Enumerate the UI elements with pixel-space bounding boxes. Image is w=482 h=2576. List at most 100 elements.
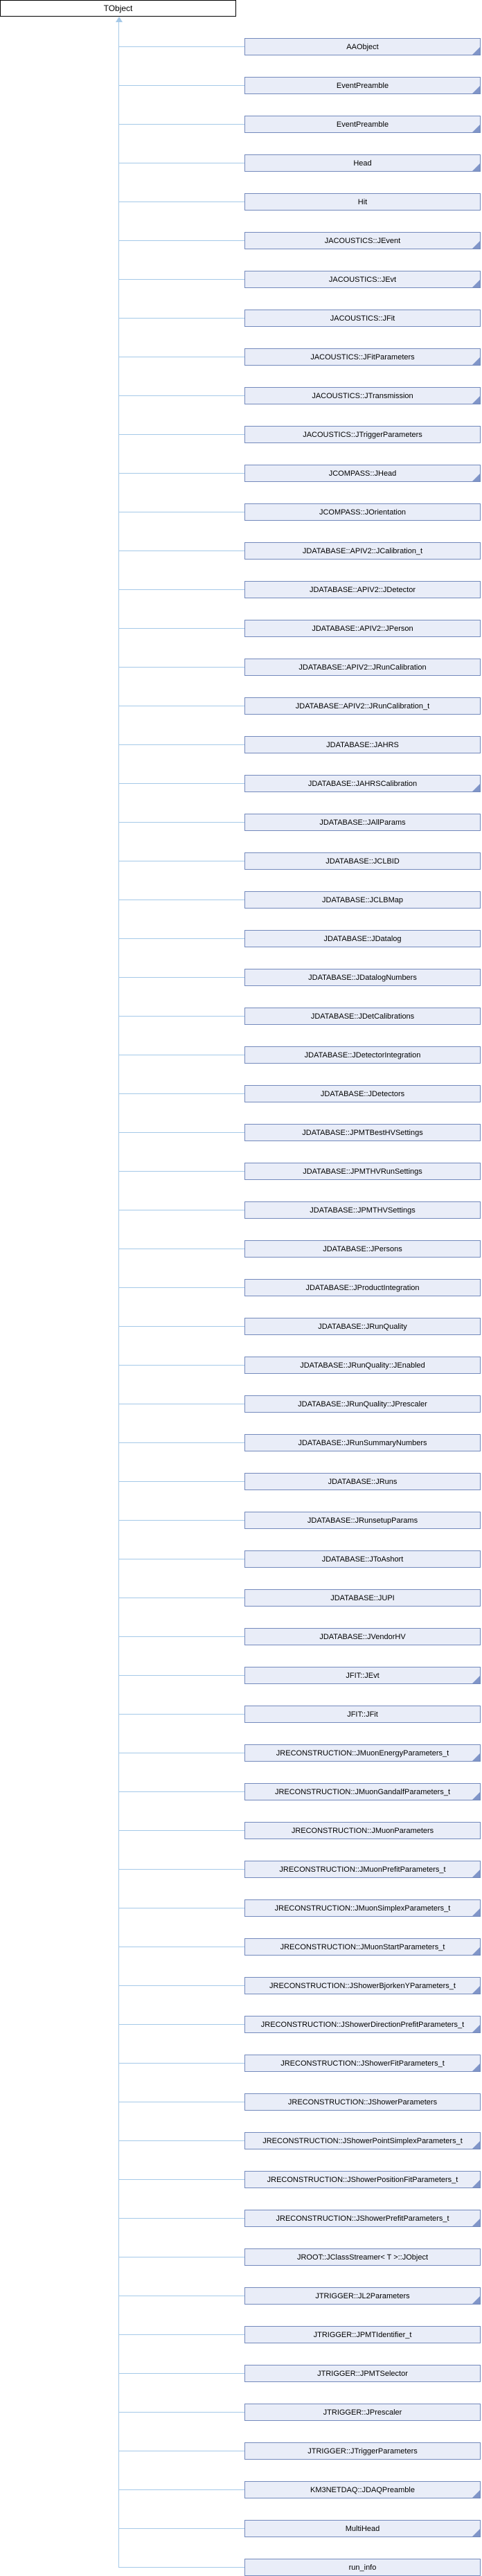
class-node[interactable]: JACOUSTICS::JEvt — [244, 271, 481, 288]
class-node[interactable]: JRECONSTRUCTION::JMuonSimplexParameters_… — [244, 1899, 481, 1917]
class-node[interactable]: run_info — [244, 2559, 481, 2576]
truncation-corner-icon — [472, 1676, 480, 1683]
class-node[interactable]: JACOUSTICS::JEvent — [244, 232, 481, 249]
class-node[interactable]: JDATABASE::JDatalog — [244, 930, 481, 947]
class-node[interactable]: Head — [244, 154, 481, 172]
class-node-label: JDATABASE::JDatalogNumbers — [308, 973, 417, 982]
class-node[interactable]: JTRIGGER::JPMTSelector — [244, 2365, 481, 2382]
class-node[interactable]: JRECONSTRUCTION::JMuonEnergyParameters_t — [244, 1744, 481, 1762]
class-node[interactable]: JDATABASE::JRunsetupParams — [244, 1512, 481, 1529]
class-node-label: JROOT::JClassStreamer< T >::JObject — [296, 2253, 429, 2262]
class-node-label: JDATABASE::JDetCalibrations — [310, 1012, 415, 1021]
class-node[interactable]: JRECONSTRUCTION::JMuonParameters — [244, 1822, 481, 1839]
class-node-label: JDATABASE::JCLBID — [325, 857, 400, 866]
class-node-label: JRECONSTRUCTION::JShowerBjorkenYParamete… — [269, 1981, 456, 1990]
class-node[interactable]: JDATABASE::JDetCalibrations — [244, 1008, 481, 1025]
class-node[interactable]: JDATABASE::JRunQuality::JPrescaler — [244, 1395, 481, 1413]
class-node[interactable]: JRECONSTRUCTION::JShowerPointSimplexPara… — [244, 2132, 481, 2149]
class-node[interactable]: JTRIGGER::JL2Parameters — [244, 2287, 481, 2305]
class-node[interactable]: JTRIGGER::JPMTIdentifier_t — [244, 2326, 481, 2343]
class-node[interactable]: JRECONSTRUCTION::JShowerDirectionPrefitP… — [244, 2016, 481, 2033]
class-node[interactable]: JTRIGGER::JTriggerParameters — [244, 2442, 481, 2460]
class-node[interactable]: JDATABASE::JPersons — [244, 1240, 481, 1258]
class-node[interactable]: JDATABASE::APIV2::JCalibration_t — [244, 542, 481, 560]
connector-line — [119, 2489, 244, 2490]
connector-line — [119, 1520, 244, 1521]
class-node[interactable]: JRECONSTRUCTION::JShowerParameters — [244, 2093, 481, 2111]
class-node[interactable]: JDATABASE::JCLBID — [244, 852, 481, 870]
class-node-label: MultiHead — [345, 2524, 380, 2533]
class-node[interactable]: JDATABASE::JVendorHV — [244, 1628, 481, 1645]
class-node[interactable]: JRECONSTRUCTION::JShowerFitParameters_t — [244, 2055, 481, 2072]
connector-line — [119, 1481, 244, 1482]
class-node-label: JRECONSTRUCTION::JShowerPrefitParameters… — [276, 2214, 449, 2223]
class-node-label: JRECONSTRUCTION::JMuonPrefitParameters_t — [279, 1865, 446, 1874]
class-node[interactable]: JDATABASE::JRunQuality::JEnabled — [244, 1357, 481, 1374]
class-node-label: AAObject — [346, 42, 379, 51]
connector-line — [119, 589, 244, 590]
connector-line — [119, 395, 244, 396]
truncation-corner-icon — [472, 86, 480, 93]
class-node[interactable]: EventPreamble — [244, 77, 481, 94]
connector-line — [119, 2373, 244, 2374]
class-node[interactable]: JCOMPASS::JHead — [244, 465, 481, 482]
class-node[interactable]: JROOT::JClassStreamer< T >::JObject — [244, 2248, 481, 2266]
connector-line — [119, 1365, 244, 1366]
class-node-label: JDATABASE::JRunQuality — [318, 1322, 407, 1331]
class-node-label: JRECONSTRUCTION::JShowerFitParameters_t — [280, 2059, 445, 2068]
class-node[interactable]: JDATABASE::JCLBMap — [244, 891, 481, 909]
class-node[interactable]: JDATABASE::JPMTHVSettings — [244, 1201, 481, 1219]
class-node[interactable]: JDATABASE::JUPI — [244, 1589, 481, 1607]
class-node-label: JRECONSTRUCTION::JMuonParameters — [291, 1826, 434, 1835]
class-node-label: JDATABASE::APIV2::JRunCalibration_t — [295, 701, 430, 710]
connector-line — [119, 938, 244, 939]
class-node[interactable]: JFIT::JEvt — [244, 1667, 481, 1684]
class-node[interactable]: Hit — [244, 193, 481, 211]
class-node[interactable]: JDATABASE::JDetectorIntegration — [244, 1046, 481, 1064]
truncation-corner-icon — [472, 474, 480, 481]
class-node[interactable]: JRECONSTRUCTION::JShowerPositionFitParam… — [244, 2171, 481, 2188]
class-node-label: JDATABASE::JRunQuality::JPrescaler — [298, 1399, 427, 1408]
root-class-node[interactable]: TObject — [0, 0, 236, 17]
class-node[interactable]: JRECONSTRUCTION::JMuonGandalfParameters_… — [244, 1783, 481, 1800]
class-node-label: JFIT::JEvt — [346, 1671, 380, 1680]
class-node[interactable]: JACOUSTICS::JFitParameters — [244, 348, 481, 366]
class-node[interactable]: JDATABASE::APIV2::JRunCalibration — [244, 659, 481, 676]
class-node[interactable]: JDATABASE::APIV2::JDetector — [244, 581, 481, 598]
class-node[interactable]: MultiHead — [244, 2520, 481, 2537]
class-node[interactable]: JACOUSTICS::JTransmission — [244, 387, 481, 404]
class-node[interactable]: JACOUSTICS::JTriggerParameters — [244, 426, 481, 443]
class-node[interactable]: JFIT::JFit — [244, 1706, 481, 1723]
class-node[interactable]: JRECONSTRUCTION::JMuonStartParameters_t — [244, 1938, 481, 1956]
class-node[interactable]: JDATABASE::APIV2::JRunCalibration_t — [244, 697, 481, 715]
class-node[interactable]: JDATABASE::JAHRSCalibration — [244, 775, 481, 792]
class-node[interactable]: JDATABASE::JRunQuality — [244, 1318, 481, 1335]
class-node[interactable]: JRECONSTRUCTION::JMuonPrefitParameters_t — [244, 1861, 481, 1878]
class-node-label: JDATABASE::APIV2::JRunCalibration — [298, 663, 427, 672]
class-node[interactable]: EventPreamble — [244, 116, 481, 133]
class-node[interactable]: JDATABASE::JRunSummaryNumbers — [244, 1434, 481, 1451]
connector-line — [119, 2140, 244, 2141]
class-node-label: JDATABASE::JAHRSCalibration — [307, 779, 418, 788]
class-node[interactable]: JACOUSTICS::JFit — [244, 310, 481, 327]
class-node[interactable]: JDATABASE::JToAshort — [244, 1550, 481, 1568]
class-node[interactable]: JRECONSTRUCTION::JShowerBjorkenYParamete… — [244, 1977, 481, 1994]
connector-line — [119, 1442, 244, 1443]
class-node[interactable]: JDATABASE::APIV2::JPerson — [244, 620, 481, 637]
class-node[interactable]: JDATABASE::JAllParams — [244, 814, 481, 831]
class-node[interactable]: JCOMPASS::JOrientation — [244, 503, 481, 521]
class-node[interactable]: JDATABASE::JRuns — [244, 1473, 481, 1490]
class-node[interactable]: AAObject — [244, 38, 481, 55]
class-node[interactable]: KM3NETDAQ::JDAQPreamble — [244, 2481, 481, 2498]
class-node[interactable]: JDATABASE::JPMTBestHVSettings — [244, 1124, 481, 1141]
class-node[interactable]: JDATABASE::JDetectors — [244, 1085, 481, 1102]
class-node[interactable]: JTRIGGER::JPrescaler — [244, 2404, 481, 2421]
class-node[interactable]: JDATABASE::JAHRS — [244, 736, 481, 753]
truncation-corner-icon — [472, 396, 480, 404]
class-node[interactable]: JDATABASE::JProductIntegration — [244, 1279, 481, 1296]
class-node[interactable]: JDATABASE::JDatalogNumbers — [244, 969, 481, 986]
class-node[interactable]: JRECONSTRUCTION::JShowerPrefitParameters… — [244, 2210, 481, 2227]
class-node-label: JACOUSTICS::JEvt — [328, 275, 397, 284]
class-node[interactable]: JDATABASE::JPMTHVRunSettings — [244, 1163, 481, 1180]
class-node-label: JDATABASE::APIV2::JCalibration_t — [302, 546, 423, 555]
